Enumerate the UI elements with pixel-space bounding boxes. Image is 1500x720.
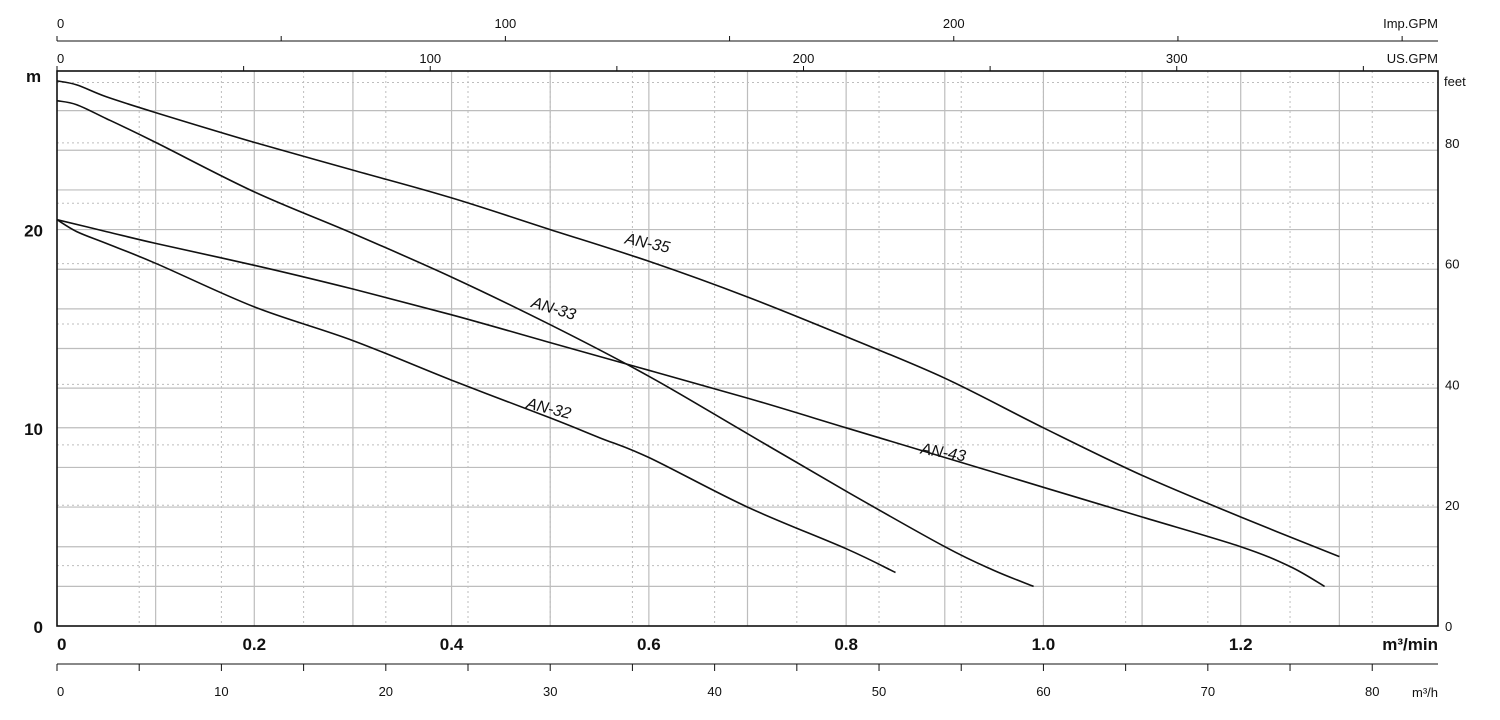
y-unit-label: m [26,67,41,86]
x-tick-label: 1.0 [1032,635,1056,654]
m3h-tick-label: 80 [1365,684,1379,699]
y-tick-label: 10 [24,420,43,439]
curve-label-an-43: AN-43 [918,441,967,466]
curves: AN-35 AN-33 AN-43 AN-32 [56,80,1340,588]
us-gpm-tick-label: 100 [419,51,441,66]
us-gpm-tick-label: 0 [57,51,64,66]
x-unit-label: m³/min [1382,635,1438,654]
imp-gpm-tick-label: 0 [57,16,64,31]
y2-unit-label: feet [1444,74,1466,89]
m3h-tick-label: 70 [1201,684,1215,699]
x-tick-label: 0.8 [834,635,858,654]
imp-gpm-unit-label: Imp.GPM [1383,16,1438,31]
x-tick-label: 0.4 [440,635,464,654]
m3h-tick-label: 30 [543,684,557,699]
m3h-tick-label: 20 [379,684,393,699]
y-tick-label: 0 [34,618,43,637]
curve-an-33 [56,99,1034,588]
curve-label-an-33: AN-33 [528,294,577,324]
m3h-tick-label: 0 [57,684,64,699]
axis-labels: 0 0.2 0.4 0.6 0.8 1.0 1.2 m³/min 0 10 20 m 0 20 40 60 80… [24,16,1466,700]
y2-tick-label: 60 [1445,257,1459,272]
grid [57,71,1438,626]
us-gpm-tick-label: 200 [793,51,815,66]
m3h-tick-label: 60 [1036,684,1050,699]
auxiliary-axes [56,36,1438,671]
curve-label-an-35: AN-35 [622,231,671,257]
x-tick-label: 1.2 [1229,635,1253,654]
curve-label-an-32: AN-32 [524,395,573,423]
m3h-tick-label: 10 [214,684,228,699]
curve-an-35 [56,80,1340,558]
y2-tick-label: 0 [1445,619,1452,634]
imp-gpm-tick-label: 100 [495,16,517,31]
us-gpm-unit-label: US.GPM [1387,51,1438,66]
m3h-unit-label: m³/h [1412,685,1438,700]
y-tick-label: 20 [24,222,43,241]
y2-tick-label: 80 [1445,136,1459,151]
imp-gpm-tick-label: 200 [943,16,965,31]
us-gpm-tick-label: 300 [1166,51,1188,66]
curve-an-32 [56,219,896,574]
m3h-tick-label: 50 [872,684,886,699]
y2-tick-label: 20 [1445,498,1459,513]
x-tick-label: 0 [57,635,66,654]
plot-frame [56,70,1439,627]
curve-an-43 [56,218,1325,588]
x-tick-label: 0.6 [637,635,661,654]
y2-tick-label: 40 [1445,377,1459,392]
m3h-tick-label: 40 [707,684,721,699]
x-tick-label: 0.2 [242,635,266,654]
